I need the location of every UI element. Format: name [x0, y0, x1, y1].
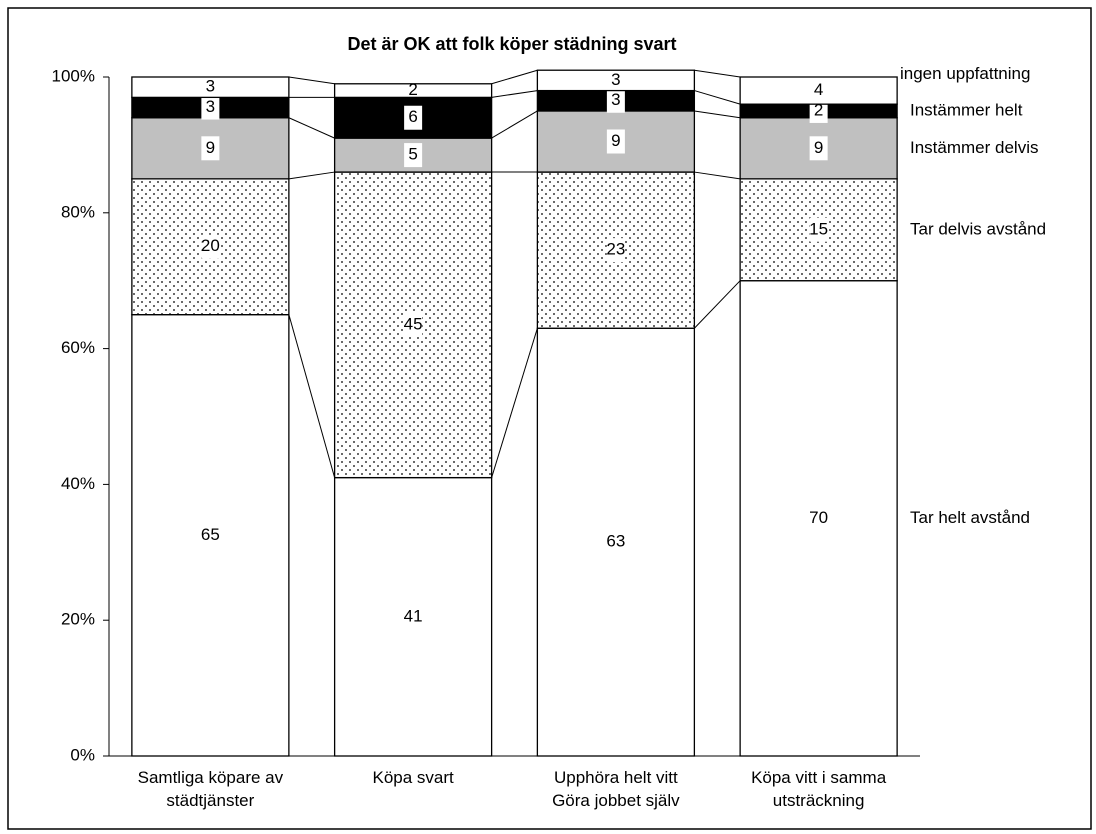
series-line	[288, 117, 335, 139]
label-bg	[201, 136, 220, 161]
series-line	[288, 314, 336, 478]
data-label: 45	[404, 314, 423, 333]
label-bg	[404, 143, 423, 168]
series-line	[694, 280, 741, 329]
data-label: 5	[408, 145, 417, 164]
data-label: 9	[814, 138, 823, 157]
legend-label: Instämmer helt	[910, 100, 1023, 119]
data-label: 2	[408, 80, 417, 99]
y-tick-label: 20%	[61, 610, 95, 629]
label-bg	[809, 217, 828, 242]
y-tick-label: 40%	[61, 474, 95, 493]
series-line	[694, 110, 741, 119]
label-bg	[606, 238, 625, 263]
bar-segment	[131, 76, 290, 99]
legend-label: ingen uppfattning	[900, 64, 1030, 83]
data-label: 4	[814, 80, 823, 99]
bar-segment	[536, 171, 696, 329]
label-bg	[404, 312, 423, 337]
label-bg	[809, 136, 828, 161]
series-line	[694, 90, 741, 105]
bar-segment	[333, 476, 493, 757]
data-label: 3	[206, 77, 215, 96]
legend-label: Tar delvis avstånd	[910, 219, 1046, 238]
data-label: 3	[611, 90, 620, 109]
bar-segment	[536, 327, 696, 757]
bar-segment	[739, 280, 898, 757]
data-label: 65	[201, 525, 220, 544]
data-label: 20	[201, 236, 220, 255]
label-bg	[201, 234, 220, 259]
series-line	[288, 76, 335, 85]
label-bg	[606, 88, 625, 113]
series-line	[491, 90, 538, 98]
x-tick-label: Köpa svart	[372, 768, 454, 787]
series-line	[491, 69, 538, 85]
label-bg	[606, 129, 625, 154]
y-tick-label: 60%	[61, 338, 95, 357]
series-line	[491, 110, 538, 139]
bar-segment	[131, 313, 290, 757]
series-line	[491, 328, 538, 478]
bar-segment	[739, 76, 898, 105]
x-tick-label: Samtliga köpare av städtjänster	[137, 768, 284, 810]
legend-label: Instämmer delvis	[910, 138, 1038, 157]
label-bg	[404, 105, 423, 130]
data-label: 6	[408, 107, 417, 126]
data-label: 15	[809, 219, 828, 238]
data-label: 63	[606, 532, 625, 551]
y-tick-label: 80%	[61, 202, 95, 221]
x-tick-label: Upphöra helt vitt Göra jobbet själv	[552, 768, 680, 810]
series-line	[694, 171, 741, 180]
chart-title: Det är OK att folk köper städning svart	[347, 34, 676, 54]
data-label: 3	[611, 70, 620, 89]
data-label: 2	[814, 100, 823, 119]
bar-segment	[333, 83, 493, 99]
data-label: 41	[404, 606, 423, 625]
data-label: 3	[206, 97, 215, 116]
x-tick-label: Köpa vitt i samma utsträckning	[751, 768, 887, 810]
y-tick-label: 100%	[52, 66, 95, 85]
label-bg	[809, 98, 828, 123]
data-label: 9	[611, 131, 620, 150]
bar-segment	[536, 69, 696, 92]
series-line	[694, 69, 741, 78]
data-label: 23	[606, 240, 625, 259]
legend-label: Tar helt avstånd	[910, 508, 1030, 527]
data-label: 9	[206, 138, 215, 157]
data-label: 70	[809, 508, 828, 527]
y-tick-label: 0%	[70, 745, 95, 764]
label-bg	[201, 95, 220, 120]
series-line	[288, 171, 335, 180]
